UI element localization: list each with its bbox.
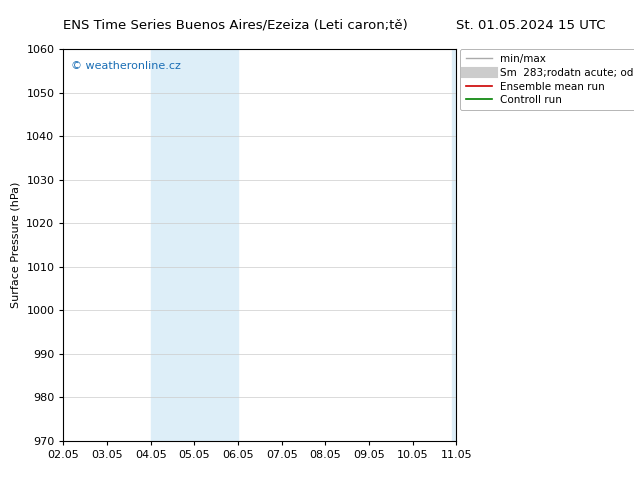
Text: © weatheronline.cz: © weatheronline.cz [71, 61, 181, 71]
Text: ENS Time Series Buenos Aires/Ezeiza (Leti caron;tě): ENS Time Series Buenos Aires/Ezeiza (Let… [63, 19, 408, 32]
Text: St. 01.05.2024 15 UTC: St. 01.05.2024 15 UTC [456, 19, 606, 32]
Y-axis label: Surface Pressure (hPa): Surface Pressure (hPa) [11, 182, 21, 308]
Legend: min/max, Sm  283;rodatn acute; odchylka, Ensemble mean run, Controll run: min/max, Sm 283;rodatn acute; odchylka, … [460, 49, 634, 110]
Bar [452, 49, 456, 441]
Bar [151, 49, 238, 441]
